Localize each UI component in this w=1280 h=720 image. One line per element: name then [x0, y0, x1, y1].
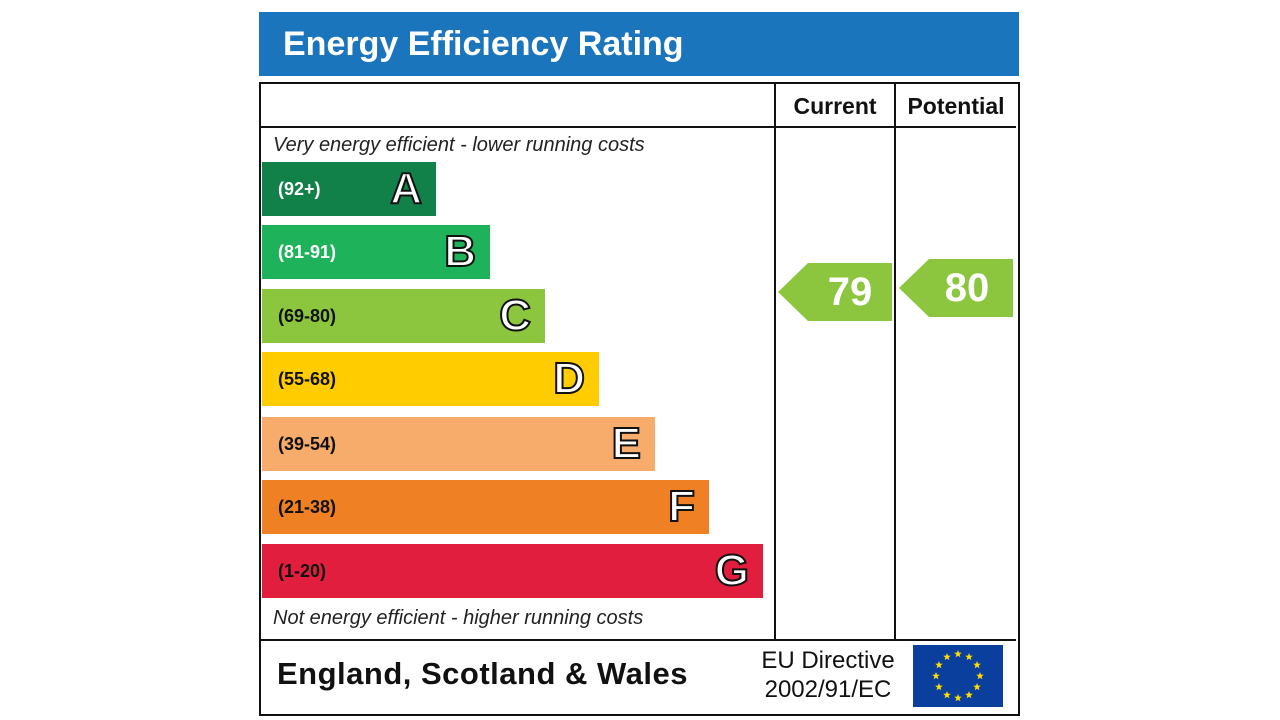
eu-star-icon [954, 650, 962, 658]
band-g: (1-20) G [262, 544, 763, 598]
eu-star-icon [965, 691, 973, 699]
band-letter: E [611, 418, 642, 469]
band-range: (55-68) [278, 369, 337, 389]
efficient-note: Very energy efficient - lower running co… [273, 134, 645, 156]
band-letter: A [389, 163, 423, 214]
eu-star-icon [954, 694, 962, 702]
band-range: (21-38) [278, 497, 337, 517]
band-range: (81-91) [278, 242, 337, 262]
eu-star-icon [965, 652, 973, 661]
rating-frame [259, 82, 1020, 716]
band-e: (39-54) E [262, 417, 655, 471]
current-rating-arrow: 79 [778, 263, 892, 321]
eu-star-icon [943, 691, 951, 699]
eu-directive: EU Directive 2002/91/EC [750, 646, 906, 704]
eu-star-icon [932, 672, 940, 680]
band-b: (81-91) B [262, 225, 490, 279]
eu-directive-line2: 2002/91/EC [764, 676, 892, 703]
band-a: (92+) A [262, 162, 436, 216]
band-f: (21-38) F [262, 480, 709, 534]
column-header-current: Current [793, 93, 877, 119]
footer-rule [261, 639, 1016, 641]
potential-rating-arrow: 80 [899, 259, 1013, 317]
eu-stars-ring [932, 650, 984, 702]
eu-flag-icon [913, 645, 1003, 707]
eu-directive-line1: EU Directive [761, 647, 895, 674]
band-range: (69-80) [278, 306, 337, 326]
eu-star-icon [935, 683, 943, 691]
potential-rating-value: 80 [944, 265, 990, 310]
header-rule [261, 126, 1016, 128]
band-range: (92+) [278, 179, 321, 199]
eu-star-icon [973, 683, 981, 691]
band-d: (55-68) D [262, 352, 599, 406]
title-bar: Energy Efficiency Rating [259, 12, 1019, 76]
current-rating-value: 79 [827, 269, 873, 314]
band-letter: G [714, 545, 750, 596]
eu-star-icon [943, 652, 951, 661]
band-letter: D [552, 353, 586, 404]
divider-potential [894, 84, 896, 640]
band-letter: C [498, 290, 532, 341]
eu-star-icon [973, 661, 981, 669]
band-range: (39-54) [278, 434, 337, 454]
region-label: England, Scotland & Wales [277, 656, 688, 691]
eu-star-icon [935, 661, 943, 669]
potential-arrow-shape [899, 259, 1013, 317]
band-range: (1-20) [278, 561, 327, 581]
band-letter: F [667, 481, 696, 532]
band-c: (69-80) C [262, 289, 545, 343]
page-title: Energy Efficiency Rating [283, 25, 684, 63]
column-header-potential: Potential [907, 93, 1005, 119]
current-arrow-shape [778, 263, 892, 321]
band-letter: B [443, 226, 477, 277]
divider-current [774, 84, 776, 640]
inefficient-note: Not energy efficient - higher running co… [273, 607, 644, 629]
eu-star-icon [976, 672, 984, 680]
